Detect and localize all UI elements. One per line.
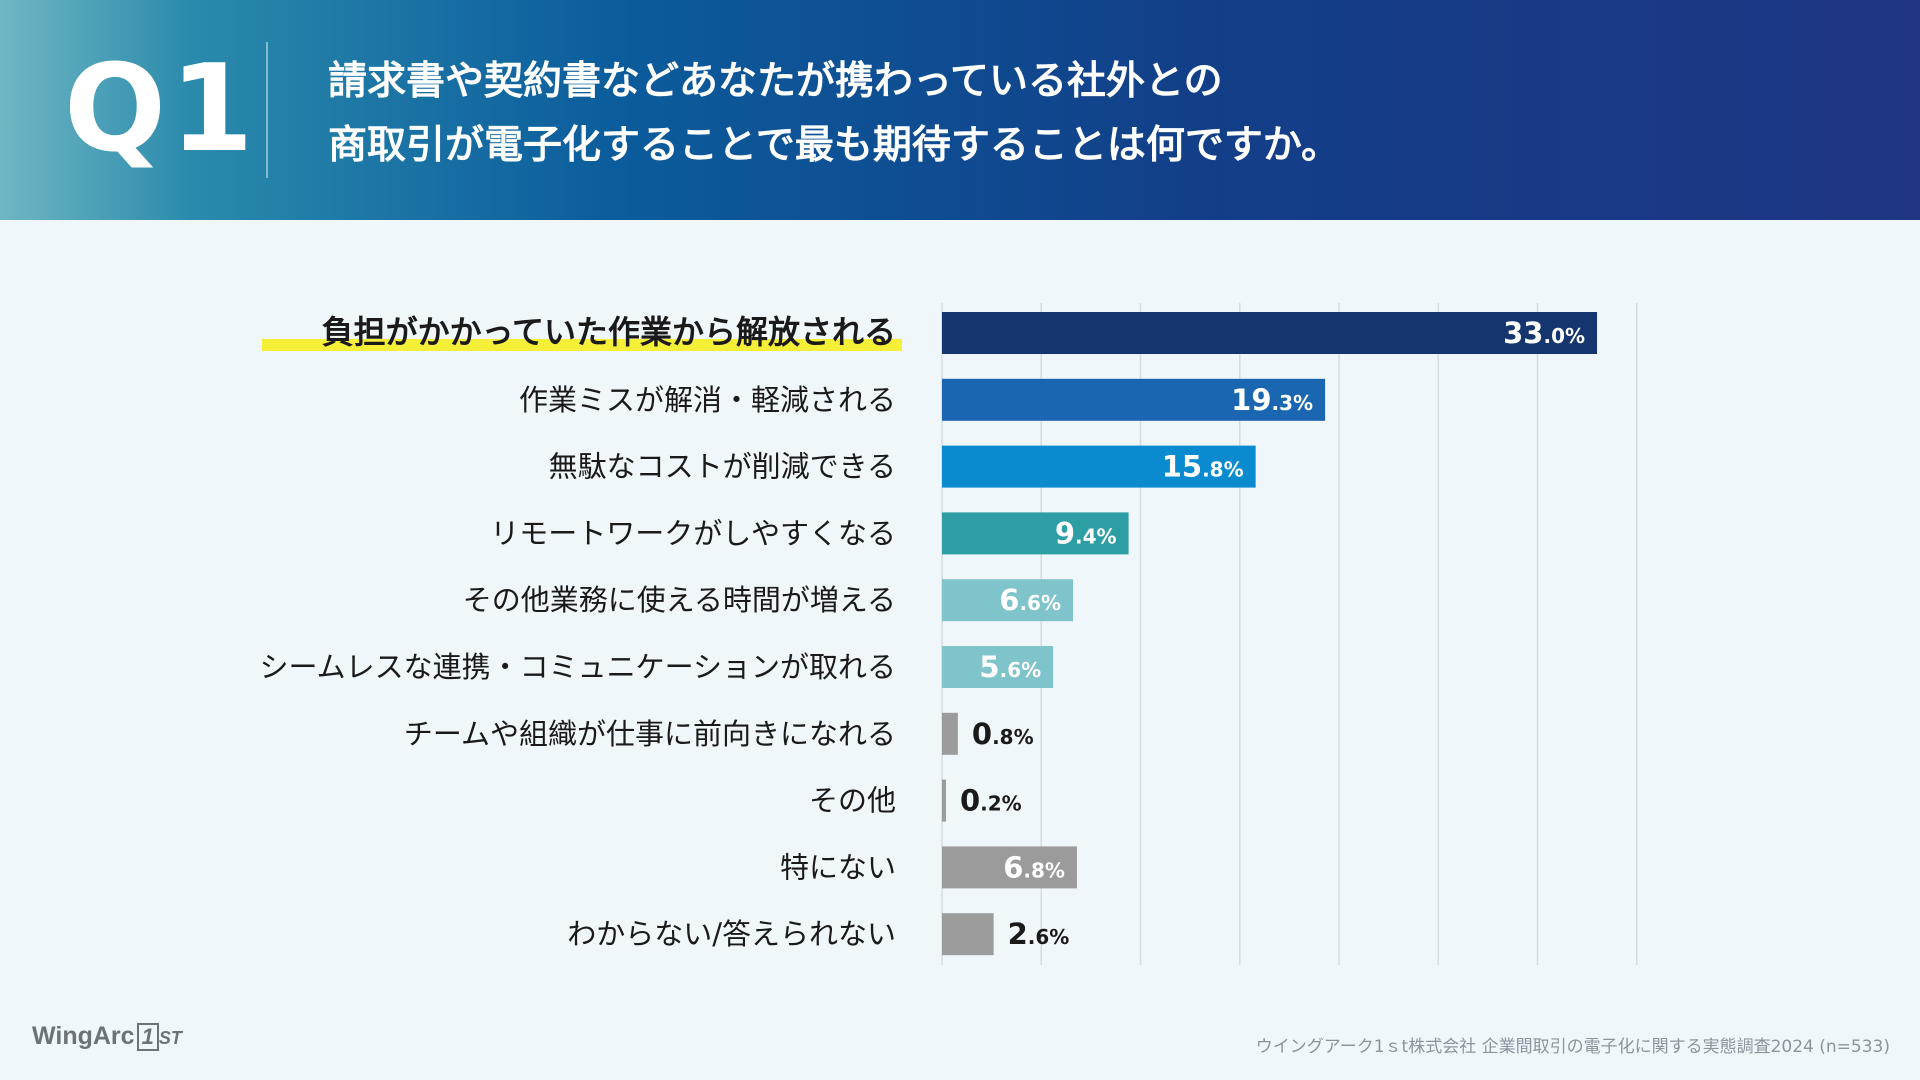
data-label-decimal: .8% (992, 725, 1034, 749)
data-label-main: 0 (960, 784, 980, 818)
data-label-decimal: .6% (1019, 591, 1061, 615)
data-label: 5.6% (979, 650, 1041, 684)
bar (942, 913, 994, 956)
data-label-decimal: .0% (1543, 324, 1585, 348)
data-label-main: 2 (1008, 917, 1028, 951)
source-note: ウイングアーク1ｓt株式会社 企業間取引の電子化に関する実態調査2024 (n=… (1255, 1037, 1890, 1057)
data-label-main: 5 (979, 650, 999, 684)
wingarc-logo: WingArc 1 ST (32, 1022, 182, 1051)
data-label: 15.8% (1162, 450, 1244, 484)
category-label: リモートワークがしやすくなる (490, 516, 896, 550)
question-line-2: 商取引が電子化することで最も期待することは何ですか。 (328, 123, 1341, 168)
bar (942, 646, 1054, 688)
data-label: 0.2% (960, 784, 1022, 818)
category-label: 作業ミスが解消・軽減される (519, 383, 896, 417)
data-label-decimal: .2% (980, 792, 1022, 816)
data-label: 6.6% (999, 583, 1061, 617)
bar (942, 779, 946, 822)
category-label: 無駄なコストが削減できる (549, 450, 896, 484)
question-number: Q1 (64, 40, 258, 179)
category-label: その他業務に使える時間が増える (463, 583, 896, 617)
data-label-main: 0 (972, 717, 992, 751)
category-label: 特にない (780, 850, 896, 884)
bar (942, 512, 1129, 555)
data-label-decimal: .8% (1202, 458, 1244, 482)
data-label-decimal: .6% (1000, 658, 1042, 682)
data-label: 2.6% (1008, 917, 1070, 951)
question-text: 請求書や契約書などあなたが携わっている社外との 商取引が電子化することで最も期待… (328, 50, 1828, 178)
data-label-decimal: .4% (1075, 524, 1117, 548)
logo-text: WingArc (32, 1022, 135, 1050)
bar (942, 378, 1326, 421)
category-label: わからない/答えられない (567, 917, 896, 951)
category-label: その他 (809, 784, 896, 818)
data-label: 9.4% (1055, 516, 1117, 550)
data-label-main: 33 (1503, 316, 1543, 350)
bar (942, 579, 1074, 622)
bar (942, 312, 1598, 354)
logo-st: ST (158, 1028, 182, 1048)
data-label-main: 9 (1055, 516, 1075, 550)
bar (942, 846, 1077, 889)
category-label: シームレスな連携・コミュニケーションが取れる (259, 650, 896, 684)
data-label-decimal: .8% (1023, 858, 1065, 882)
data-label: 0.8% (972, 717, 1034, 751)
data-label-main: 6 (999, 583, 1019, 617)
logo-one: 1 (136, 1023, 159, 1051)
bar (942, 712, 958, 755)
data-label-main: 6 (1003, 850, 1023, 884)
data-label-main: 15 (1162, 450, 1202, 484)
data-label-decimal: .6% (1028, 925, 1070, 949)
category-label: 負担がかかっていた作業から解放される (322, 313, 896, 351)
bar (942, 445, 1256, 488)
header-banner: Q1 請求書や契約書などあなたが携わっている社外との 商取引が電子化することで最… (0, 0, 1920, 220)
data-label-main: 19 (1231, 383, 1271, 417)
category-label: チームや組織が仕事に前向きになれる (404, 717, 896, 751)
data-label: 6.8% (1003, 850, 1065, 884)
data-label-decimal: .3% (1272, 391, 1314, 415)
data-label: 19.3% (1231, 383, 1313, 417)
header-divider (266, 42, 268, 178)
label-highlight (262, 339, 902, 351)
question-line-1: 請求書や契約書などあなたが携わっている社外との (328, 59, 1223, 104)
data-label: 33.0% (1503, 316, 1585, 350)
